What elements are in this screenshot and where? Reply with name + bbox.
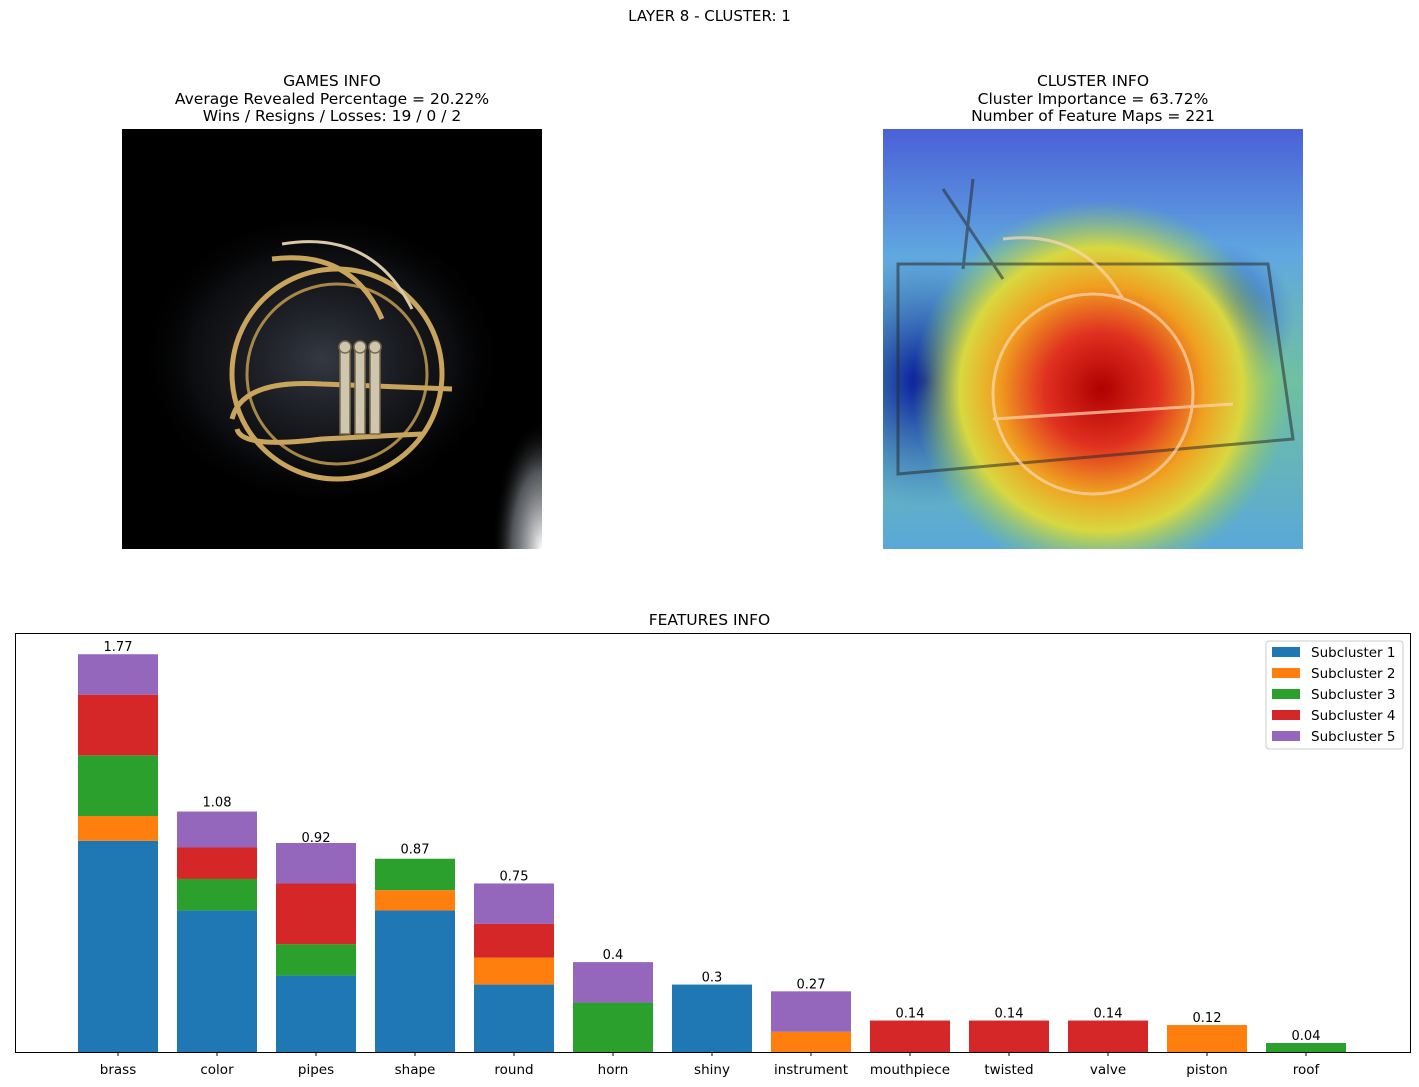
bar-round-subcluster-2: [474, 957, 554, 985]
bar-instrument-subcluster-2: [771, 1031, 851, 1052]
legend-swatch-subcluster-2: [1272, 668, 1300, 678]
games-info-record: Wins / Resigns / Losses: 19 / 0 / 2: [202, 107, 462, 125]
chart-title: FEATURES INFO: [648, 611, 771, 629]
total-label-twisted: 0.14: [995, 1007, 1024, 1022]
total-label-shiny: 0.3: [702, 971, 723, 986]
bar-horn-subcluster-3: [573, 1002, 653, 1052]
games-info-header: GAMES INFO Average Revealed Percentage =…: [122, 72, 542, 126]
bar-brass-subcluster-5: [78, 654, 158, 695]
x-tick-label-horn: horn: [598, 1062, 629, 1078]
revealed-image: [122, 129, 542, 549]
bar-mouthpiece-subcluster-4: [870, 1020, 950, 1052]
bar-valve-subcluster-4: [1068, 1020, 1148, 1052]
bar-round-subcluster-4: [474, 923, 554, 958]
cluster-info-header: CLUSTER INFO Cluster Importance = 63.72%…: [883, 72, 1303, 126]
total-label-horn: 0.4: [603, 948, 624, 963]
bar-round-subcluster-5: [474, 883, 554, 924]
cluster-info-feature-maps: Number of Feature Maps = 221: [971, 107, 1215, 125]
chart-total-labels: 1.77 1.08 0.92 0.87 0.75 0.4 0.3 0.27 0.14 0.14 0.…: [104, 640, 1321, 1044]
legend-label-subcluster-2: Subcluster 2: [1311, 666, 1396, 682]
total-label-round: 0.75: [500, 869, 529, 884]
legend-label-subcluster-3: Subcluster 3: [1311, 687, 1396, 703]
heatmap-image: [883, 129, 1303, 549]
x-tick-label-shiny: shiny: [694, 1062, 730, 1078]
total-label-brass: 1.77: [104, 640, 133, 655]
legend-box: [1265, 640, 1404, 750]
bar-color-subcluster-3: [177, 878, 257, 911]
total-label-valve: 0.14: [1094, 1007, 1123, 1022]
legend-label-subcluster-4: Subcluster 4: [1311, 708, 1396, 724]
bar-pipes-subcluster-3: [276, 944, 356, 976]
total-label-shape: 0.87: [401, 842, 430, 857]
total-label-color: 1.08: [203, 795, 232, 810]
bar-shape-subcluster-3: [375, 858, 455, 891]
bar-round-subcluster-1: [474, 984, 554, 1052]
games-info-title: GAMES INFO: [283, 72, 381, 90]
chart-axes-frame: [15, 633, 1411, 1053]
bar-color-subcluster-1: [177, 910, 257, 1052]
total-label-instrument: 0.27: [797, 977, 826, 992]
x-tick-label-mouthpiece: mouthpiece: [870, 1062, 950, 1078]
x-tick-label-pipes: pipes: [298, 1062, 334, 1078]
total-label-roof: 0.04: [1292, 1029, 1321, 1044]
bar-horn-subcluster-5: [573, 962, 653, 1003]
x-tick-label-valve: valve: [1090, 1062, 1126, 1078]
bar-shiny-subcluster-1: [672, 984, 752, 1052]
bar-roof-subcluster-3: [1266, 1043, 1346, 1052]
legend-label-subcluster-1: Subcluster 1: [1311, 645, 1396, 661]
bar-twisted-subcluster-4: [969, 1020, 1049, 1052]
legend-swatch-subcluster-5: [1272, 731, 1300, 741]
bar-pipes-subcluster-1: [276, 975, 356, 1052]
x-tick-label-color: color: [200, 1062, 234, 1078]
total-label-mouthpiece: 0.14: [896, 1007, 925, 1022]
x-tick-label-brass: brass: [100, 1062, 136, 1078]
legend-swatch-subcluster-3: [1272, 689, 1300, 699]
bar-shape-subcluster-2: [375, 890, 455, 911]
total-label-piston: 0.12: [1193, 1011, 1222, 1026]
x-tick-label-roof: roof: [1293, 1062, 1321, 1078]
figure-suptitle: LAYER 8 - CLUSTER: 1: [628, 7, 791, 25]
cluster-heatmap-illustration: [883, 129, 1303, 549]
legend-swatch-subcluster-4: [1272, 710, 1300, 720]
legend-label-subcluster-5: Subcluster 5: [1311, 729, 1396, 745]
x-tick-label-twisted: twisted: [984, 1062, 1033, 1078]
bar-brass-subcluster-4: [78, 694, 158, 756]
chart-legend: Subcluster 1 Subcluster 2 Subcluster 3 Subc…: [1265, 640, 1404, 750]
x-tick-label-shape: shape: [395, 1062, 436, 1078]
bar-brass-subcluster-3: [78, 755, 158, 817]
chart-bars: [78, 654, 1346, 1052]
legend-swatch-subcluster-1: [1272, 647, 1300, 657]
chart-x-ticks: brass color pipes shape round horn shiny instru…: [100, 1052, 1321, 1078]
bar-pipes-subcluster-4: [276, 883, 356, 945]
bar-pipes-subcluster-5: [276, 843, 356, 884]
bar-color-subcluster-5: [177, 811, 257, 848]
games-info-revealed: Average Revealed Percentage = 20.22%: [174, 89, 490, 108]
bar-piston-subcluster-2: [1167, 1025, 1247, 1052]
french-horn-revealed-illustration: [137, 209, 542, 549]
bar-color-subcluster-4: [177, 847, 257, 879]
cluster-info-importance: Cluster Importance = 63.72%: [977, 89, 1209, 108]
bar-brass-subcluster-1: [78, 840, 158, 1052]
bar-instrument-subcluster-5: [771, 991, 851, 1032]
x-tick-label-instrument: instrument: [774, 1062, 848, 1078]
x-tick-label-piston: piston: [1186, 1062, 1227, 1078]
x-tick-label-round: round: [494, 1062, 533, 1078]
cluster-info-title: CLUSTER INFO: [1036, 72, 1150, 90]
bar-shape-subcluster-1: [375, 910, 455, 1052]
bar-brass-subcluster-2: [78, 816, 158, 841]
total-label-pipes: 0.92: [302, 831, 331, 846]
